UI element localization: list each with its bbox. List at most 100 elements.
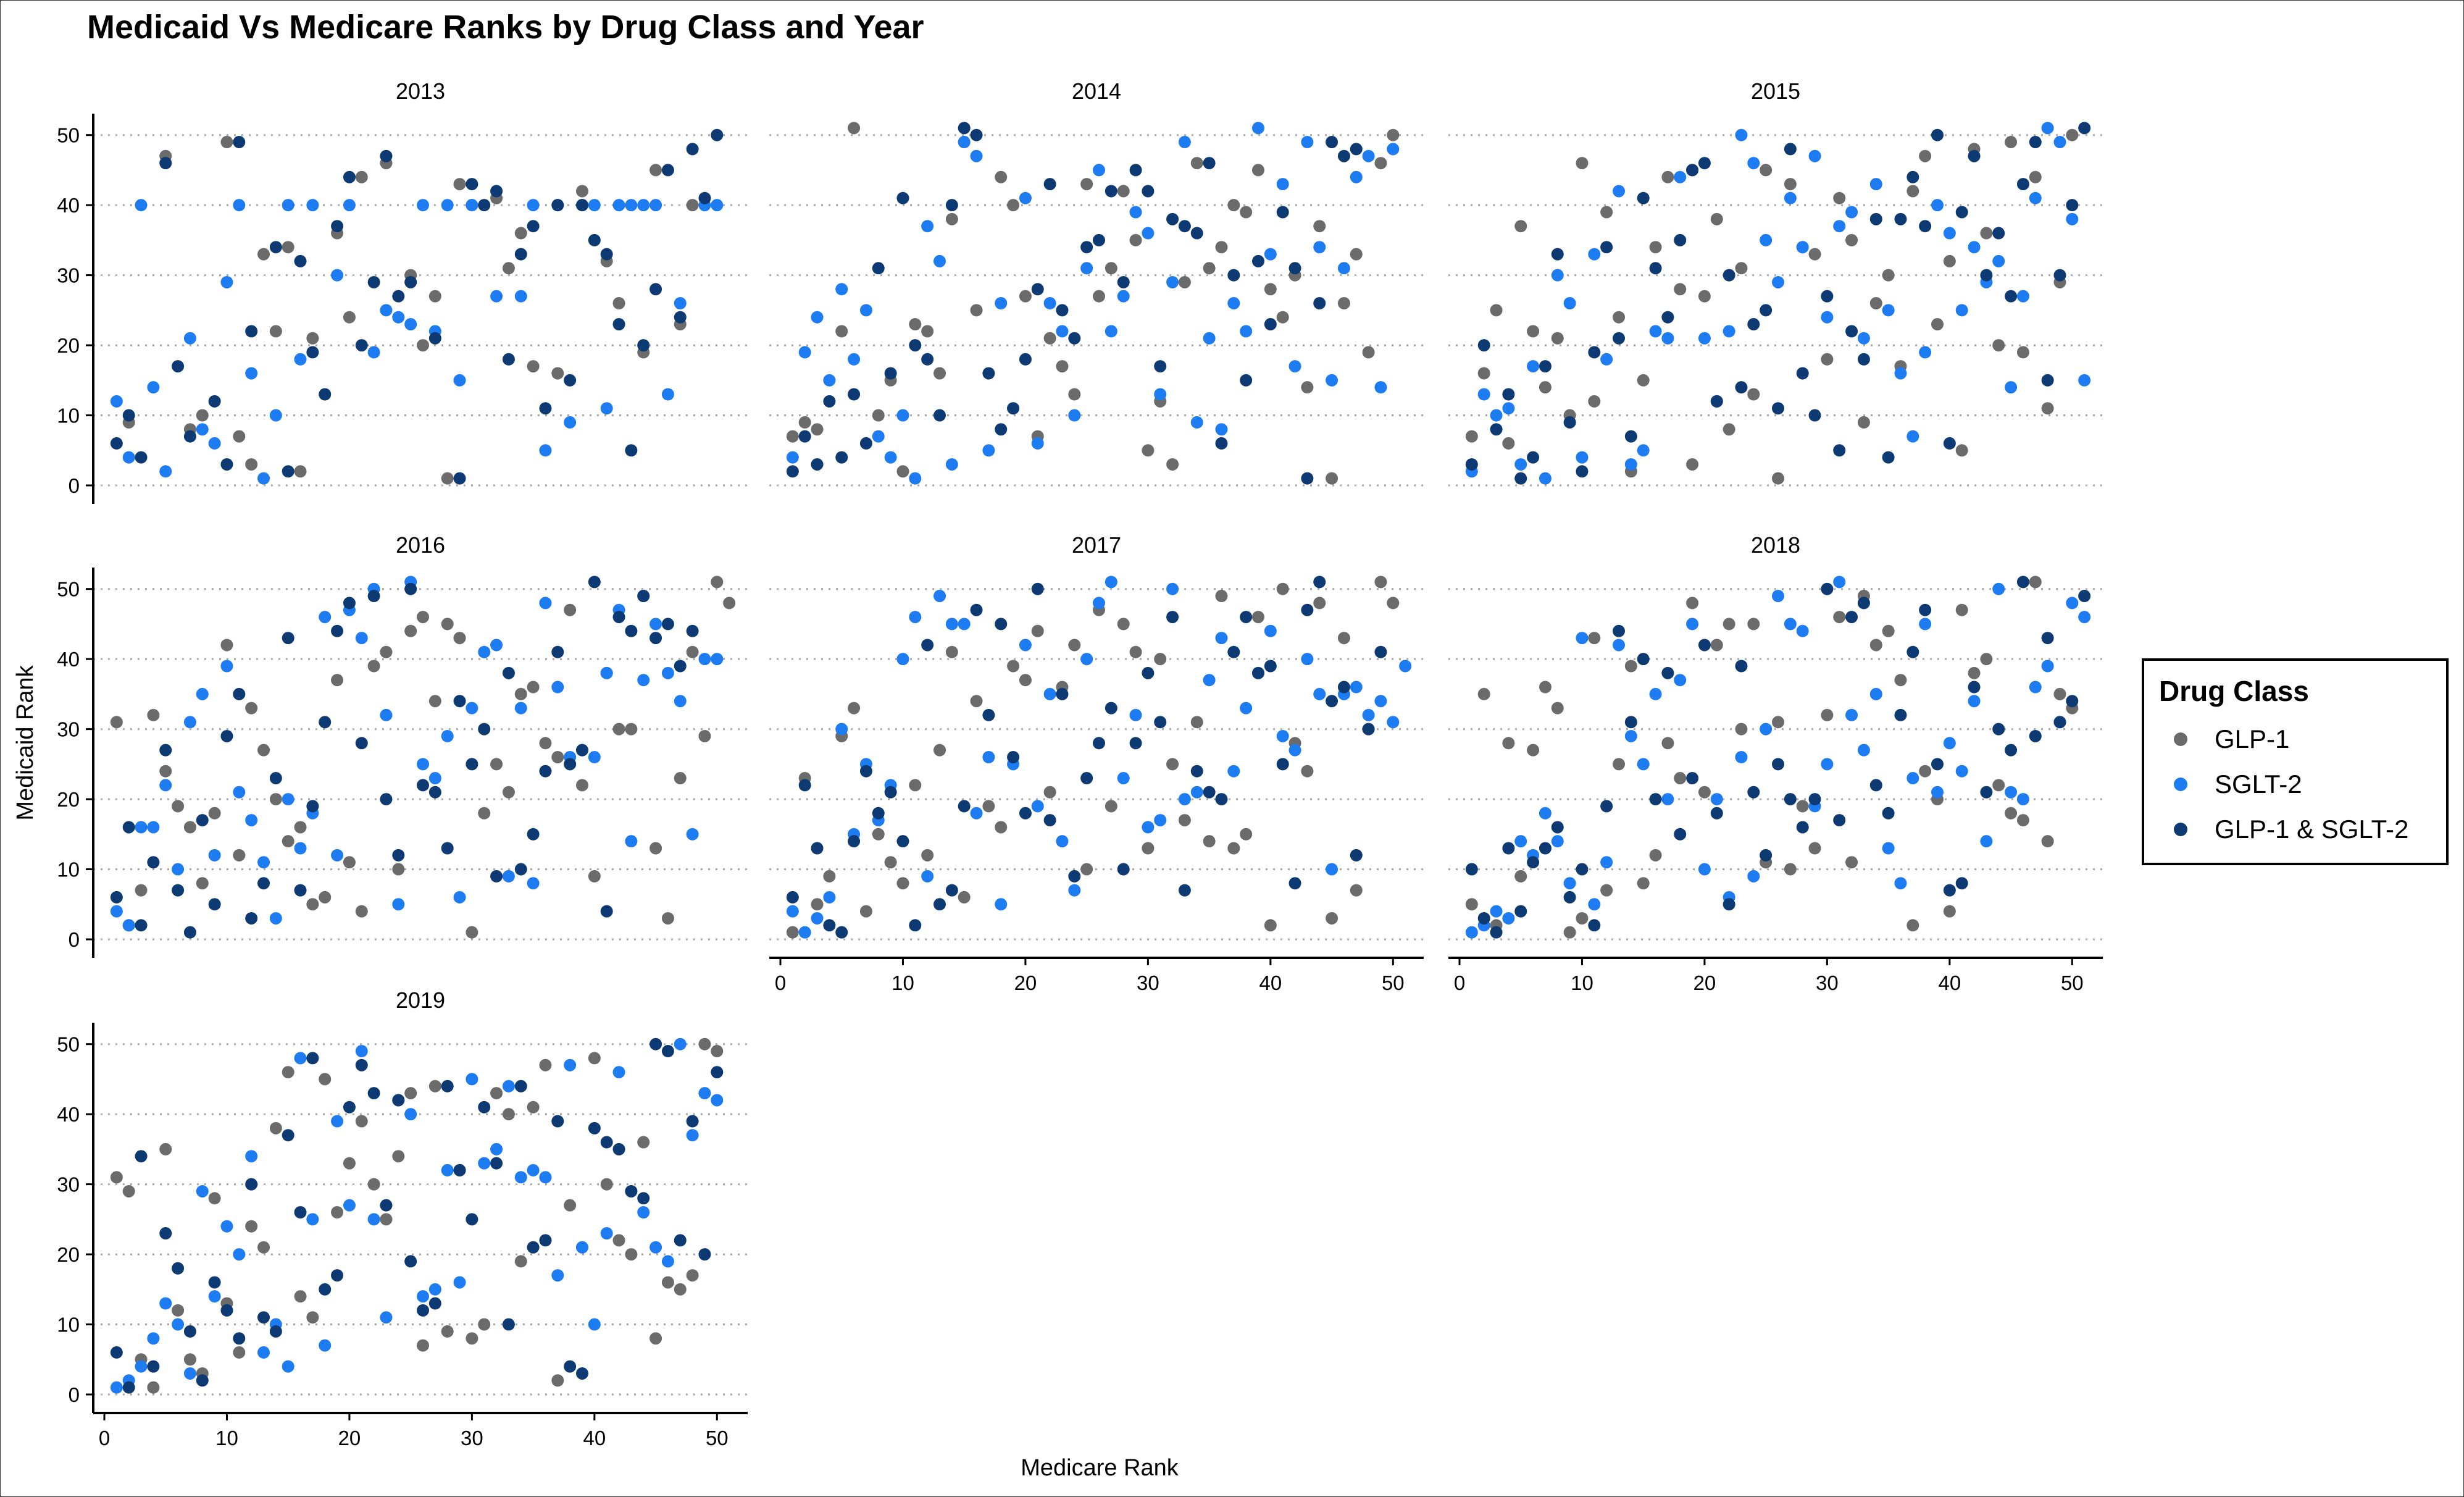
data-point (490, 758, 503, 771)
data-point (786, 891, 799, 904)
data-point (441, 1164, 454, 1176)
data-point (1514, 472, 1527, 485)
data-point (417, 199, 429, 212)
data-point (233, 1248, 246, 1261)
data-point (884, 451, 897, 464)
data-point (1637, 758, 1650, 771)
data-point (1502, 402, 1515, 415)
data-point (392, 898, 405, 911)
data-point (1772, 716, 1784, 729)
data-point (245, 702, 258, 715)
data-point (551, 645, 564, 658)
data-point (269, 409, 282, 422)
data-point (2029, 576, 2042, 589)
legend-marker-glp1 (2174, 732, 2187, 746)
data-point (1190, 157, 1203, 170)
data-point (848, 702, 861, 715)
data-point (909, 611, 922, 624)
data-point (1362, 723, 1375, 736)
data-point (1264, 624, 1277, 637)
data-point (282, 632, 294, 645)
data-point (823, 374, 836, 387)
data-point (208, 395, 221, 408)
data-point (909, 472, 922, 485)
data-point (872, 430, 885, 443)
data-point (220, 136, 233, 149)
data-point (1154, 814, 1167, 827)
data-point (539, 1171, 552, 1184)
data-point (306, 898, 319, 911)
data-point (1576, 863, 1589, 876)
data-point (835, 451, 848, 464)
data-point (257, 744, 270, 757)
data-point (711, 128, 724, 141)
data-point (551, 1269, 564, 1282)
data-point (1068, 870, 1081, 883)
data-point (220, 275, 233, 288)
data-point (588, 870, 601, 883)
data-point (233, 136, 246, 149)
y-tick-label: 50 (57, 124, 80, 147)
data-point (1992, 582, 2005, 595)
data-point (564, 603, 577, 616)
data-point (1576, 451, 1589, 464)
x-tick-label: 50 (1382, 971, 1405, 994)
data-point (2066, 128, 2079, 141)
data-point (2066, 597, 2079, 610)
data-point (220, 729, 233, 742)
data-point (1784, 793, 1797, 806)
data-point (380, 645, 393, 658)
x-tick-label: 40 (1938, 971, 1961, 994)
panel-2016: 2016 0 10 20 30 40 50 (57, 532, 748, 958)
data-point (588, 233, 601, 246)
data-point (1019, 290, 1032, 303)
data-point (625, 1248, 638, 1261)
data-point (257, 856, 270, 869)
data-point (798, 779, 811, 792)
data-point (1723, 423, 1735, 436)
data-point (331, 1269, 344, 1282)
data-point (1374, 645, 1387, 658)
data-point (245, 1150, 258, 1163)
data-point (514, 227, 527, 240)
data-point (686, 624, 699, 637)
data-point (1276, 758, 1289, 771)
data-point (1943, 905, 1956, 918)
data-point (970, 695, 983, 708)
data-point (490, 1143, 503, 1155)
data-point (982, 800, 995, 813)
data-point (233, 1346, 246, 1359)
data-point (417, 758, 429, 771)
data-point (1166, 611, 1179, 624)
data-point (1992, 339, 2005, 352)
data-point (1600, 241, 1613, 254)
data-point (355, 1115, 368, 1128)
data-point (909, 318, 922, 331)
data-point (404, 624, 417, 637)
data-point (649, 842, 662, 855)
data-point (1808, 409, 1821, 422)
data-point (1760, 723, 1773, 736)
data-point (453, 472, 466, 485)
data-point (1906, 430, 1919, 443)
data-point (282, 1066, 294, 1079)
y-tick-label: 0 (69, 928, 80, 951)
data-point (625, 444, 638, 457)
data-point (2053, 716, 2066, 729)
data-point (1117, 185, 1130, 198)
data-point (1723, 618, 1735, 631)
data-point (245, 814, 258, 827)
data-point (172, 884, 185, 897)
data-point (428, 332, 441, 345)
data-point (921, 870, 934, 883)
data-point (945, 618, 958, 631)
data-point (872, 807, 885, 820)
data-point (1203, 157, 1216, 170)
data-point (1943, 884, 1956, 897)
data-point (539, 597, 552, 610)
data-point (1105, 185, 1117, 198)
data-point (600, 1136, 613, 1149)
data-point (514, 702, 527, 715)
data-point (1374, 381, 1387, 394)
data-point (612, 318, 625, 331)
